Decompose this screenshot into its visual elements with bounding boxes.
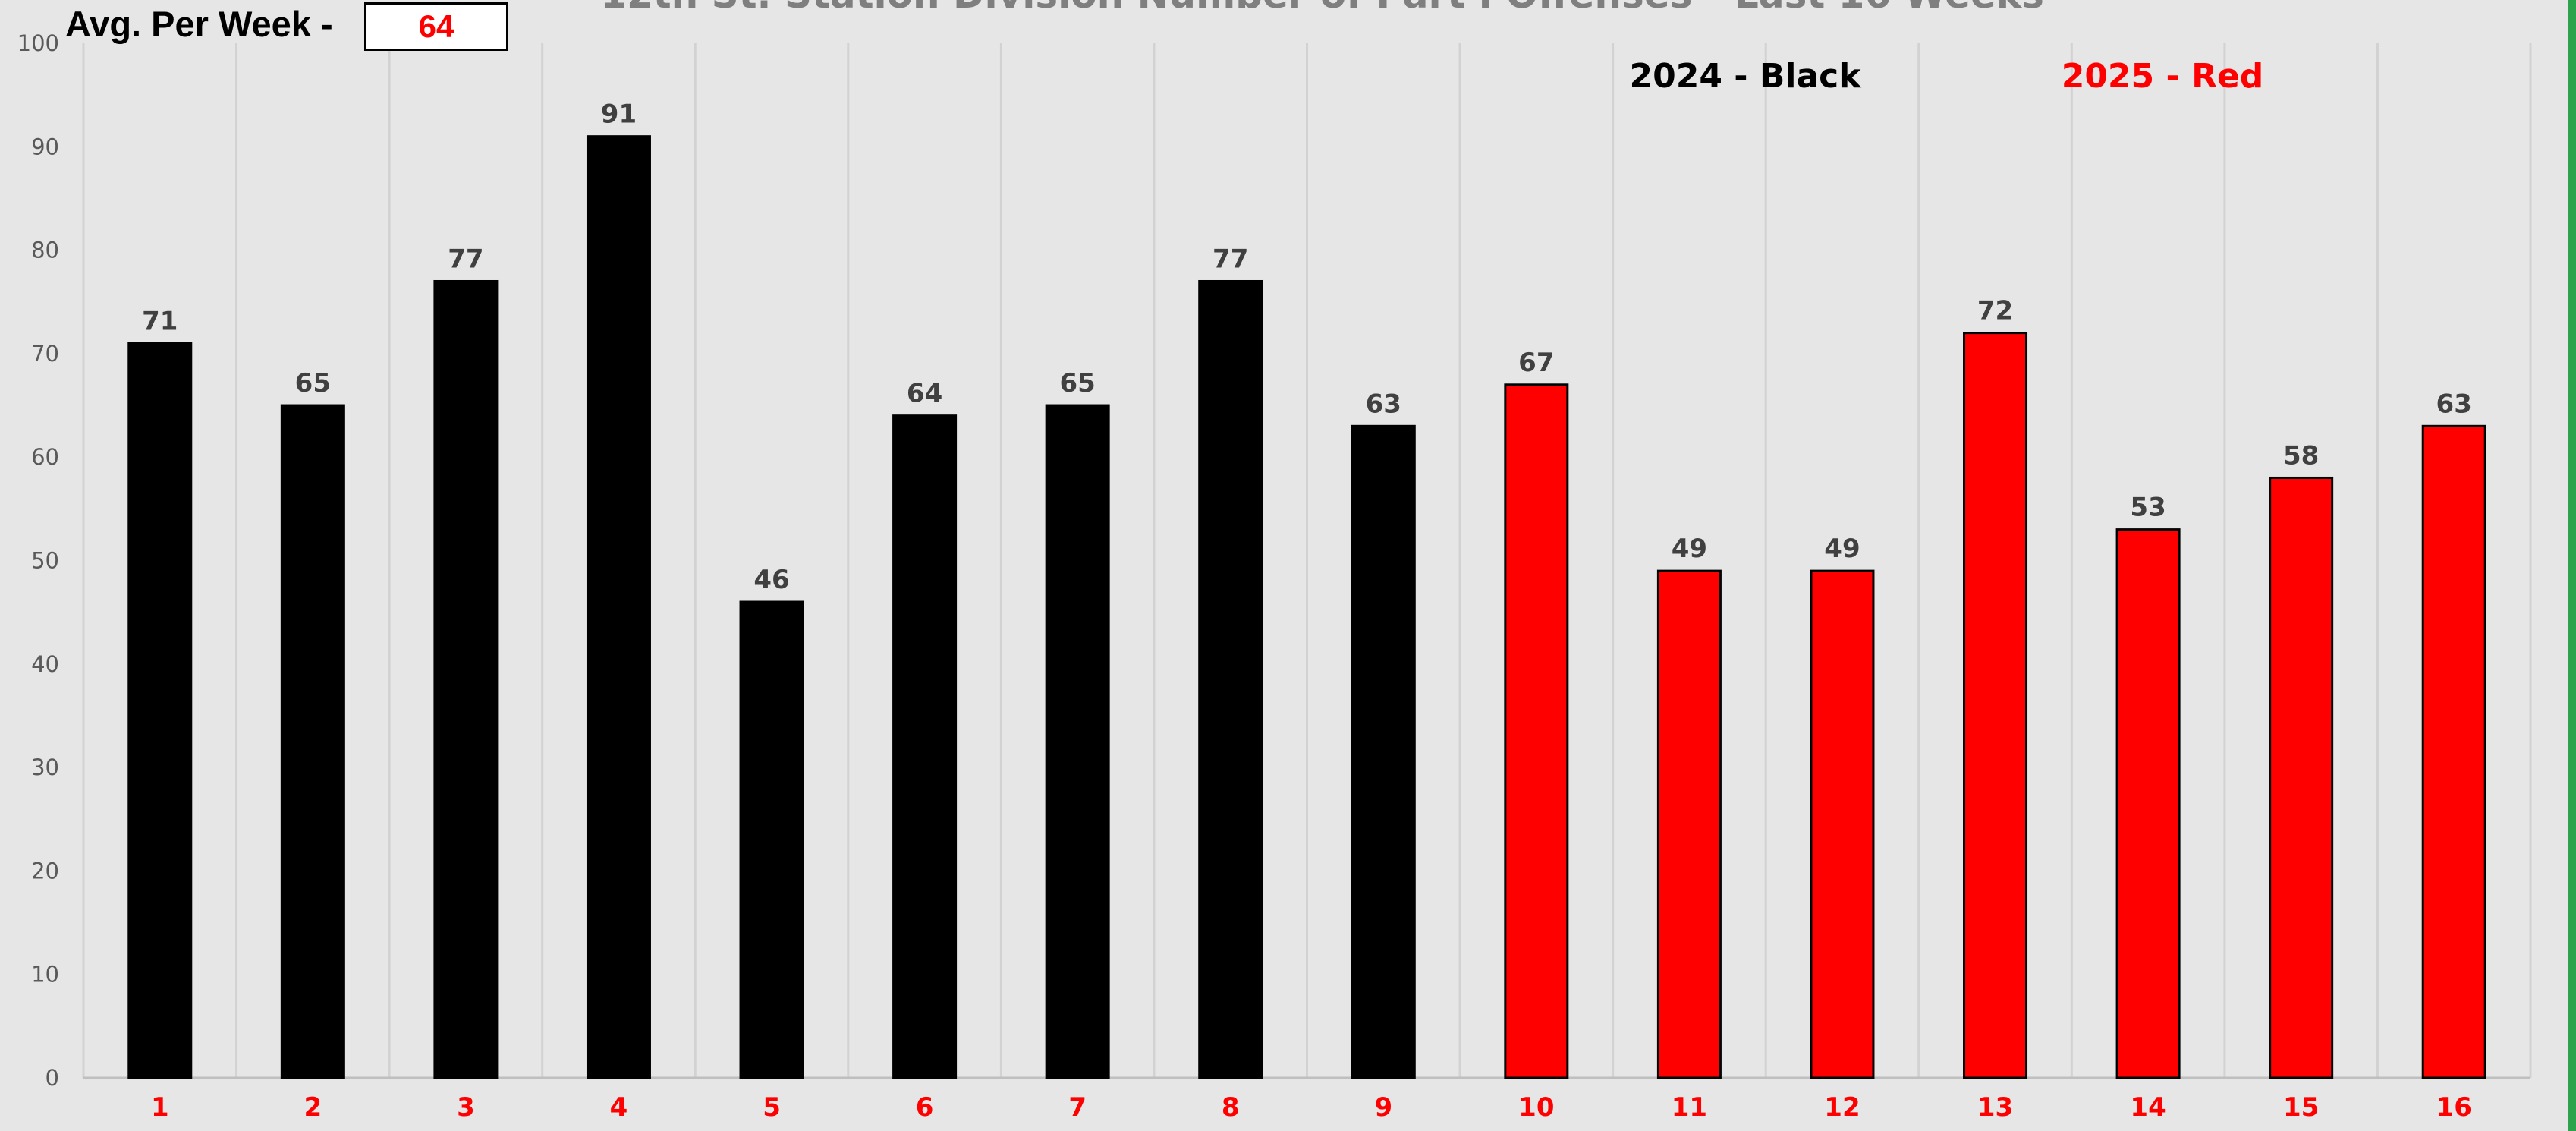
bar <box>1198 279 1263 1079</box>
bar <box>1045 404 1110 1079</box>
data-label: 46 <box>753 565 789 595</box>
bar <box>739 600 804 1079</box>
avg-per-week-label: Avg. Per Week - <box>65 4 333 44</box>
x-tick-label: 11 <box>1672 1092 1707 1123</box>
y-tick-label: 50 <box>31 548 59 574</box>
bar <box>1963 332 2028 1079</box>
x-tick-label: 2 <box>304 1092 322 1123</box>
x-tick-label: 6 <box>916 1092 934 1123</box>
bar <box>1351 424 1416 1079</box>
legend-entry: 2024 - Black <box>1629 57 1862 96</box>
data-label: 53 <box>2130 493 2166 523</box>
bar <box>1504 383 1569 1079</box>
x-tick-label: 12 <box>1824 1092 1860 1123</box>
y-tick-label: 70 <box>31 341 59 367</box>
data-label: 58 <box>2283 440 2319 471</box>
chart-title: 12th St. Station Division Number of Part… <box>600 0 2044 17</box>
x-tick-label: 7 <box>1068 1092 1087 1123</box>
bar <box>433 279 499 1079</box>
x-tick-label: 5 <box>763 1092 781 1123</box>
y-tick-label: 90 <box>31 134 59 159</box>
edge-accent-bar <box>2568 0 2576 1131</box>
x-tick-label: 8 <box>1222 1092 1240 1123</box>
bar <box>586 135 651 1079</box>
avg-per-week-value: 64 <box>364 2 508 51</box>
bar <box>1810 569 1875 1079</box>
x-tick-label: 16 <box>2436 1092 2472 1123</box>
y-tick-label: 40 <box>31 651 59 677</box>
y-tick-label: 60 <box>31 444 59 470</box>
y-tick-label: 10 <box>31 962 59 988</box>
data-label: 49 <box>1672 534 1707 564</box>
x-tick-label: 1 <box>151 1092 169 1123</box>
y-tick-label: 100 <box>17 30 59 56</box>
bar <box>1656 569 1722 1079</box>
x-tick-label: 9 <box>1374 1092 1392 1123</box>
data-label: 67 <box>1518 348 1554 378</box>
data-label: 63 <box>2436 389 2472 419</box>
data-label: 64 <box>907 379 942 409</box>
bar <box>127 342 193 1079</box>
x-tick-label: 15 <box>2283 1092 2319 1123</box>
data-label: 71 <box>142 306 178 336</box>
bar <box>2115 528 2181 1079</box>
legend-entry: 2025 - Red <box>2062 57 2264 96</box>
y-tick-label: 20 <box>31 858 59 884</box>
data-label: 65 <box>1059 368 1095 399</box>
y-tick-label: 0 <box>46 1065 59 1091</box>
bar <box>2421 424 2486 1079</box>
data-label: 72 <box>1977 296 2013 326</box>
data-label: 65 <box>295 368 331 399</box>
data-label: 49 <box>1824 534 1860 564</box>
data-label: 77 <box>448 244 483 274</box>
bar <box>2269 476 2334 1079</box>
x-tick-label: 14 <box>2130 1092 2166 1123</box>
x-tick-label: 10 <box>1518 1092 1554 1123</box>
data-label: 63 <box>1366 389 1401 419</box>
bar <box>280 404 345 1079</box>
bar <box>892 414 958 1079</box>
x-tick-label: 13 <box>1977 1092 2013 1123</box>
y-tick-label: 80 <box>31 238 59 263</box>
data-label: 77 <box>1213 244 1248 274</box>
y-tick-label: 30 <box>31 755 59 780</box>
data-label: 91 <box>601 99 637 130</box>
x-tick-label: 4 <box>610 1092 628 1123</box>
x-tick-label: 3 <box>457 1092 475 1123</box>
